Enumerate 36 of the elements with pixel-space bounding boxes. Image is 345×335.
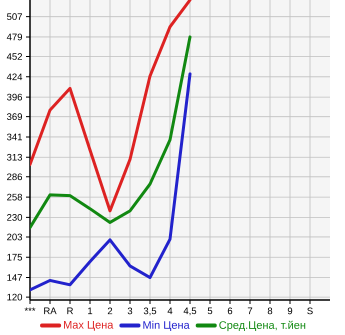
line-series: [30, 35, 192, 230]
y-tick-label: 369: [6, 113, 22, 120]
x-tick-label: 6: [228, 308, 232, 314]
y-tick-label: 120: [7, 294, 22, 300]
y-tick-label: 424: [6, 73, 22, 80]
legend-label: Сред.Цена, т.йен: [219, 320, 306, 332]
y-tick-label: 313: [6, 154, 22, 161]
y-tick-label: 452: [6, 53, 22, 60]
x-tick-label: R: [67, 308, 73, 314]
x-tick-label: RA: [44, 308, 57, 314]
x-tick-label: 3,5: [144, 308, 156, 316]
x-tick-label: ***: [24, 308, 36, 311]
x-tick-label: 8: [268, 308, 272, 314]
line-series: [30, 0, 192, 212]
y-tick-label: 479: [6, 34, 22, 40]
legend-label: Max Цена: [64, 321, 114, 331]
y-tick-label: 147: [7, 274, 22, 281]
x-tick-label: 3: [128, 308, 132, 314]
line-series: [30, 72, 192, 292]
y-tick-label: 258: [7, 194, 22, 200]
x-tick-label: 2: [108, 308, 112, 314]
y-tick-label: 341: [6, 134, 22, 140]
y-tick-label: 203: [7, 234, 22, 240]
x-tick-label: 7: [248, 308, 252, 314]
y-tick-label: 175: [7, 254, 22, 261]
y-tick-label: 230: [7, 214, 22, 221]
y-tick-label: 396: [6, 94, 22, 100]
x-tick-label: 5: [208, 308, 212, 314]
x-tick-label: S: [307, 308, 313, 314]
x-tick-label: 9: [288, 308, 292, 314]
x-tick-label: 1: [88, 308, 92, 314]
legend-label: Min Цена: [143, 320, 190, 331]
y-tick-label: 507: [6, 13, 22, 20]
x-tick-label: 4,5: [184, 308, 196, 316]
y-tick-label: 286: [7, 173, 22, 180]
x-tick-label: 4: [168, 308, 172, 314]
